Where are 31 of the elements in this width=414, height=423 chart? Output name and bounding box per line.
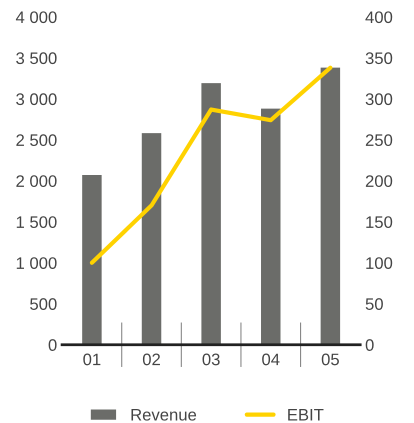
bar: [260, 107, 282, 345]
y-tick-label: 0: [48, 339, 57, 351]
y2-tick-label: 300: [366, 93, 392, 106]
y-tick-label: 500: [30, 298, 57, 310]
x-tick-label: 01: [83, 354, 100, 366]
y-tick-label: 3 000: [16, 93, 57, 106]
y2-tick-label: 350: [366, 52, 392, 64]
x-tick-label: 03: [202, 354, 220, 366]
y-tick-label: 1 000: [16, 257, 57, 269]
y-tick-label: 4 000: [16, 11, 57, 24]
bar: [319, 66, 342, 345]
y2-tick-label: 150: [366, 216, 392, 228]
y2-tick-label: 100: [366, 257, 392, 269]
y-tick-label: 3 500: [16, 52, 57, 64]
legend-label: EBIT: [288, 409, 324, 420]
line-series: [90, 66, 332, 265]
x-tick-label: 05: [322, 354, 339, 366]
bar: [140, 132, 163, 345]
y2-tick-label: 400: [365, 11, 392, 24]
legend-label: Revenue: [131, 409, 196, 421]
y-tick-label: 2 500: [16, 134, 57, 146]
y2-tick-label: 50: [366, 298, 383, 310]
y-tick-label: 1 500: [16, 216, 57, 228]
y2-tick-label: 0: [366, 339, 374, 351]
y-tick-label: 2 000: [16, 175, 57, 188]
y2-tick-label: 250: [366, 134, 392, 146]
y2-tick-label: 200: [366, 175, 392, 188]
x-tick-label: 02: [142, 354, 160, 366]
bar: [80, 174, 104, 345]
x-tick-label: 04: [262, 354, 280, 366]
bar: [200, 82, 222, 345]
